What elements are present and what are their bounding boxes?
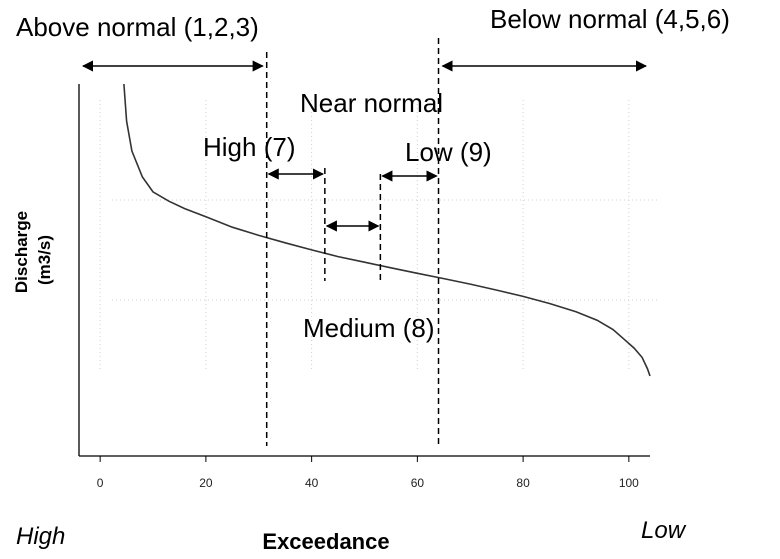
category-arrows [81,60,648,232]
grid-lines [99,100,660,372]
x-tick-label: 40 [305,476,319,490]
x-tick-label: 100 [619,476,639,490]
y-axis-title-line-1: Discharge [12,211,31,293]
below-normal-label: Below normal (4,5,6) [490,4,730,34]
x-axis-ticks: 0 20 40 60 80 100 [97,456,639,490]
threshold-lines [265,38,440,446]
duration-curve-line [123,83,651,377]
low-category-label: Low (9) [405,137,492,167]
near-normal-label: Near normal [300,88,443,118]
high-category-label: High (7) [203,132,295,162]
x-axis-title: Exceedance [262,529,389,554]
above-normal-label: Above normal (1,2,3) [16,12,259,42]
x-tick-label: 80 [516,476,530,490]
x-tick-label: 20 [199,476,213,490]
x-axis-left-end-label: High [16,523,65,550]
medium-category-label: Medium (8) [303,313,434,343]
y-axis-title-line-2: (m3/s) [35,235,54,285]
x-tick-label: 0 [97,476,104,490]
x-axis-right-end-label: Low [641,517,687,544]
x-tick-label: 60 [411,476,425,490]
